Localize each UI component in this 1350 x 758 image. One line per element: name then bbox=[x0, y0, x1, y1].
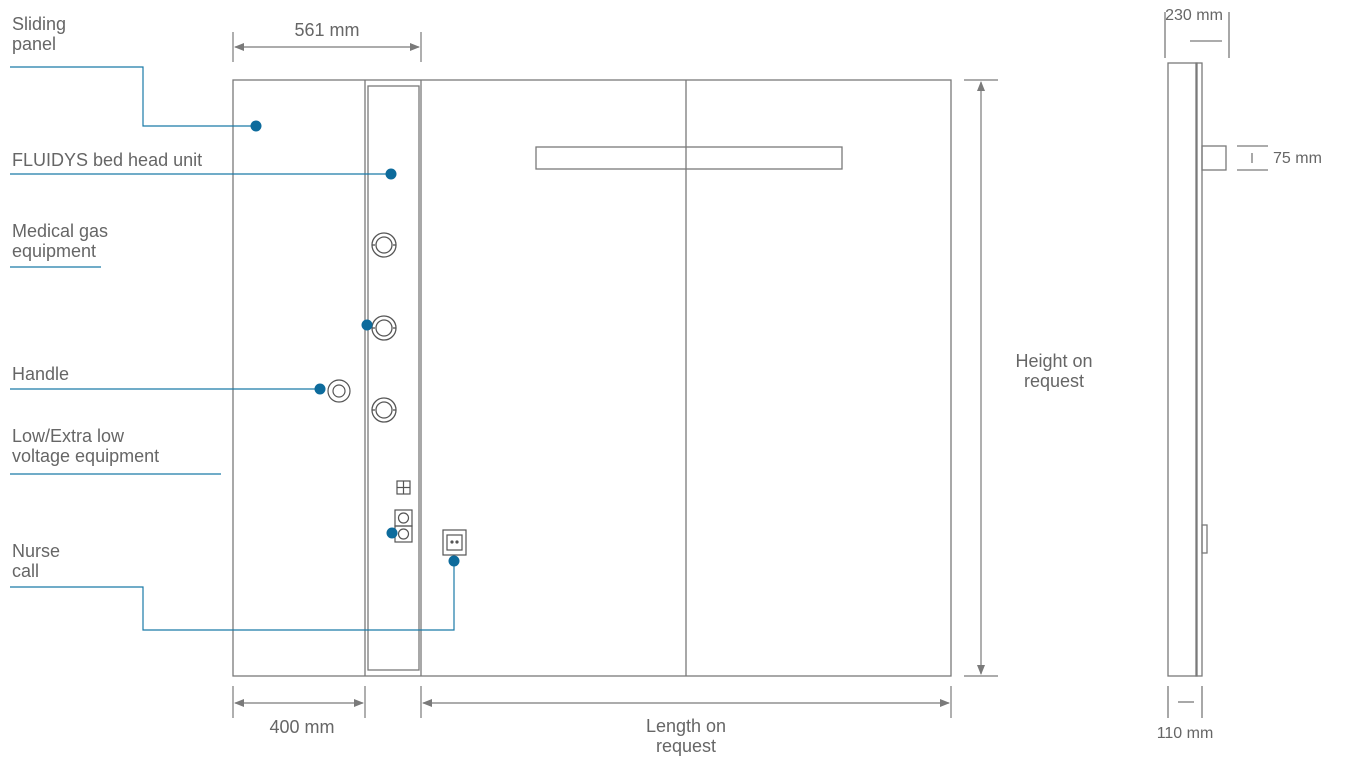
dim-length-line1: Length on bbox=[616, 716, 756, 736]
nurse-call-icon bbox=[443, 530, 466, 555]
dot-medical-gas bbox=[362, 320, 373, 331]
dim-75-label: 75 mm bbox=[1273, 149, 1322, 169]
side-elevation bbox=[1165, 12, 1268, 718]
label-sliding-panel-line1: Sliding bbox=[12, 14, 66, 34]
label-low-voltage: Low/Extra low voltage equipment bbox=[12, 426, 159, 466]
label-bed-head-unit: FLUIDYS bed head unit bbox=[12, 150, 202, 170]
dot-handle bbox=[315, 384, 326, 395]
dot-low-voltage bbox=[387, 528, 398, 539]
dot-bed-head-unit bbox=[386, 169, 397, 180]
label-medical-gas: Medical gas equipment bbox=[12, 221, 108, 261]
side-socket bbox=[1202, 525, 1207, 553]
dim-height-line1: Height on bbox=[984, 351, 1124, 371]
label-handle: Handle bbox=[12, 364, 69, 384]
dim-length-label: Length on request bbox=[616, 716, 756, 756]
leader-nurse-call bbox=[10, 561, 454, 630]
socket-icon bbox=[395, 510, 412, 542]
gas-outlet-1 bbox=[372, 233, 396, 257]
dim-230-label: 230 mm bbox=[1144, 6, 1244, 26]
label-medical-gas-line1: Medical gas bbox=[12, 221, 108, 241]
dot-sliding-panel bbox=[251, 121, 262, 132]
label-medical-gas-line2: equipment bbox=[12, 241, 108, 261]
gas-outlet-3 bbox=[372, 398, 396, 422]
dimension-lines bbox=[233, 32, 998, 718]
dim-height-line2: request bbox=[984, 371, 1124, 391]
label-nurse-call-line1: Nurse bbox=[12, 541, 60, 561]
dim-561-label: 561 mm bbox=[272, 20, 382, 40]
label-nurse-call: Nurse call bbox=[12, 541, 60, 581]
leader-sliding-panel bbox=[10, 67, 256, 126]
side-panel bbox=[1168, 63, 1197, 676]
label-sliding-panel-line2: panel bbox=[12, 34, 66, 54]
switch-icon bbox=[397, 481, 410, 494]
dot-nurse-call bbox=[449, 556, 460, 567]
dim-length-line2: request bbox=[616, 736, 756, 756]
dim-400-label: 400 mm bbox=[252, 717, 352, 737]
label-sliding-panel: Sliding panel bbox=[12, 14, 66, 54]
handle-icon bbox=[328, 380, 350, 402]
dim-height-label: Height on request bbox=[984, 351, 1124, 391]
gas-outlet-2 bbox=[372, 316, 396, 340]
callout-dots bbox=[251, 121, 460, 567]
label-low-voltage-line2: voltage equipment bbox=[12, 446, 159, 466]
dim-110-label: 110 mm bbox=[1135, 724, 1235, 744]
side-shelf bbox=[1202, 146, 1226, 170]
label-nurse-call-line2: call bbox=[12, 561, 60, 581]
front-elevation bbox=[233, 80, 951, 676]
label-low-voltage-line1: Low/Extra low bbox=[12, 426, 159, 446]
light-bar bbox=[536, 147, 842, 169]
